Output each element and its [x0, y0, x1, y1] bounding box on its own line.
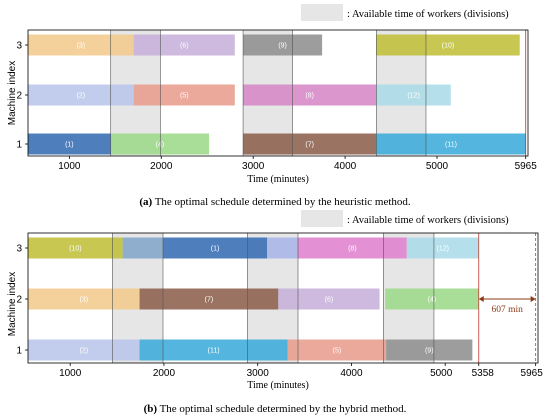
- plot-frame-b: [27, 232, 539, 364]
- caption-b: (b) The optimal schedule determined by t…: [144, 403, 407, 415]
- gap-annotation-label: 607 min: [492, 305, 524, 315]
- task-label-a-10: (4): [156, 142, 165, 149]
- task-label-b-1: (10): [69, 246, 81, 253]
- task-bar-b-14: [386, 339, 473, 361]
- task-label-a-8: (12): [407, 93, 419, 100]
- task-bar-b-12: [139, 339, 288, 361]
- gap-arrow-left-head: [478, 296, 484, 302]
- x-tick-label-a-6: 5965: [515, 161, 538, 172]
- task-bar-b-2: [122, 237, 163, 259]
- x-tick-label-a-2: 2000: [150, 161, 173, 172]
- caption-text-a: The optimal schedule determined by the h…: [152, 196, 411, 208]
- x-tick-label-b-2: 2000: [153, 368, 176, 379]
- caption-tag-a: (a): [139, 196, 152, 208]
- x-tick-label-a-4: 4000: [334, 161, 357, 172]
- task-bar-a-11: [243, 133, 377, 155]
- legend-swatch-b: [301, 210, 343, 227]
- task-label-b-12: (11): [208, 348, 220, 355]
- task-bar-b-10: [385, 288, 479, 310]
- task-bar-a-8: [376, 84, 451, 106]
- x-tick-label-b-6: 5358: [472, 368, 495, 379]
- task-bar-a-9: [28, 133, 111, 155]
- task-bar-a-6: [133, 84, 235, 106]
- task-bar-b-8: [139, 288, 279, 310]
- caption-a: (a) The optimal schedule determined by t…: [139, 196, 411, 208]
- task-label-a-4: (10): [442, 43, 454, 50]
- x-tick-label-a-5: 5000: [426, 161, 449, 172]
- x-tick-label-b-5: 5000: [430, 368, 453, 379]
- task-label-a-12: (11): [445, 142, 457, 149]
- task-label-b-11: (2): [80, 348, 89, 355]
- legend-swatch-a: [301, 4, 343, 21]
- task-label-b-10: (4): [428, 297, 437, 304]
- y-tick-label-a-1: 1: [16, 140, 22, 151]
- y-tick-label-b-2: 2: [16, 295, 22, 306]
- x-tick-label-a-1: 1000: [58, 161, 81, 172]
- task-bar-b-4: [267, 237, 298, 259]
- task-label-a-3: (9): [278, 43, 287, 50]
- task-bar-b-13: [287, 339, 387, 361]
- panel-a-gantt-chart: : Available time of workers (divisions) …: [7, 4, 537, 208]
- task-bar-a-2: [133, 34, 235, 56]
- task-label-b-3: (1): [211, 246, 220, 253]
- gap-arrow-right-head: [530, 296, 536, 302]
- x-tick-label-b-1: 1000: [59, 368, 82, 379]
- task-bar-b-5: [298, 237, 407, 259]
- task-label-a-6: (5): [180, 93, 189, 100]
- task-bar-a-5: [28, 84, 134, 106]
- x-axis-label-b: Time (minutes): [247, 380, 309, 391]
- task-label-b-13: (5): [333, 348, 342, 355]
- task-label-a-11: (7): [305, 142, 314, 149]
- task-label-b-8: (7): [205, 297, 214, 304]
- task-bar-b-11: [28, 339, 140, 361]
- plot-frame-a: [27, 29, 529, 157]
- task-bar-b-1: [28, 237, 123, 259]
- x-tick-label-b-4: 4000: [340, 368, 363, 379]
- task-bar-a-3: [243, 34, 323, 56]
- y-tick-label-a-3: 3: [16, 41, 22, 52]
- x-tick-label-a-3: 3000: [242, 161, 265, 172]
- task-bar-b-3: [163, 237, 268, 259]
- y-tick-label-a-2: 2: [16, 91, 22, 102]
- task-bar-a-12: [376, 133, 526, 155]
- task-label-a-2: (6): [180, 43, 189, 50]
- x-axis-label-a: Time (minutes): [247, 174, 309, 185]
- task-bar-a-1: [28, 34, 134, 56]
- task-bar-a-10: [110, 133, 210, 155]
- caption-tag-b: (b): [144, 403, 158, 415]
- task-label-b-14: (9): [425, 348, 434, 355]
- task-label-b-6: (12): [437, 246, 449, 253]
- task-label-b-9: (6): [325, 297, 334, 304]
- y-axis-label-b: Machine index: [7, 272, 18, 336]
- task-label-a-7: (8): [305, 93, 314, 100]
- y-tick-label-b-1: 1: [16, 346, 22, 357]
- task-bar-b-9: [278, 288, 380, 310]
- task-label-a-9: (1): [65, 142, 74, 149]
- y-axis-label-a: Machine index: [7, 61, 18, 125]
- task-bar-a-4: [376, 34, 520, 56]
- x-tick-label-b-7: 5965: [521, 368, 544, 379]
- task-bar-b-7: [28, 288, 140, 310]
- task-label-a-1: (3): [77, 43, 86, 50]
- task-label-b-5: (8): [348, 246, 357, 253]
- task-bar-a-7: [243, 84, 377, 106]
- caption-text-b: The optimal schedule determined by the h…: [157, 403, 407, 415]
- legend-label-a: : Available time of workers (divisions): [347, 9, 509, 20]
- y-tick-label-b-3: 3: [16, 244, 22, 255]
- panel-b-gantt-chart: : Available time of workers (divisions) …: [7, 210, 543, 415]
- task-bar-b-6: [406, 237, 479, 259]
- task-label-a-5: (2): [77, 93, 86, 100]
- x-tick-label-b-3: 3000: [247, 368, 270, 379]
- legend-label-b: : Available time of workers (divisions): [347, 215, 509, 226]
- task-label-b-7: (3): [80, 297, 89, 304]
